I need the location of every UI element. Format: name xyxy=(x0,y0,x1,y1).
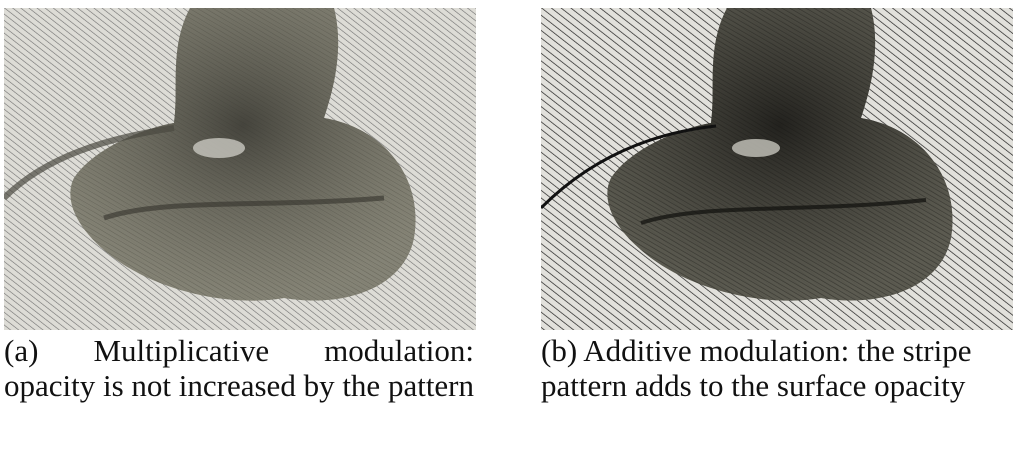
caption-a-label: (a) xyxy=(4,333,38,368)
additive-modulation-render xyxy=(541,8,1013,330)
caption-a-text: Multiplicative modulation: opacity is no… xyxy=(4,333,482,403)
multiplicative-modulation-render xyxy=(4,8,476,330)
subfigure-b xyxy=(541,8,1013,330)
subfigure-a xyxy=(4,8,476,330)
caption-b-text: Additive modulation: the stripe pattern … xyxy=(541,333,979,403)
caption-b-label: (b) xyxy=(541,333,577,368)
caption-a: (a) Multiplicative modulation: opacity i… xyxy=(4,333,474,404)
caption-b: (b) Additive modulation: the stripe patt… xyxy=(541,333,1015,404)
